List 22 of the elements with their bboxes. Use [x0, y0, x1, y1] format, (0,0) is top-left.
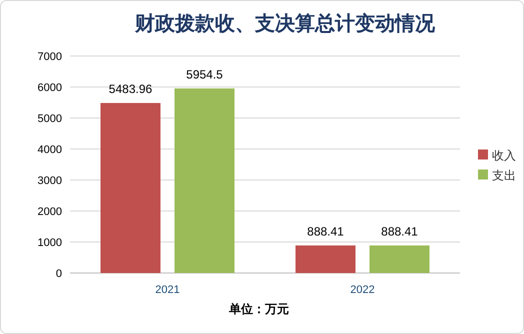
bar: [100, 102, 160, 273]
data-label: 888.41: [381, 224, 418, 238]
y-tick-label: 2000: [38, 206, 62, 218]
y-tick-label: 3000: [38, 175, 62, 187]
y-tick-label: 5000: [38, 113, 62, 125]
data-label: 888.41: [307, 224, 344, 238]
bar: [174, 88, 234, 273]
bar: [296, 245, 356, 273]
bar: [370, 245, 430, 273]
x-tick-label: 2022: [350, 284, 375, 296]
y-tick-label: 7000: [38, 51, 62, 63]
x-tick-label: 2021: [155, 284, 180, 296]
y-tick-label: 6000: [38, 82, 62, 94]
x-axis-title: 单位：万元: [228, 302, 289, 316]
chart-title: 财政拨款收、支决算总计变动情况: [134, 12, 436, 35]
y-tick-label: 1000: [38, 237, 62, 249]
legend-label: 收入: [492, 148, 516, 162]
y-tick-label: 4000: [38, 144, 62, 156]
legend-label: 支出: [492, 168, 516, 182]
data-label: 5954.5: [186, 67, 224, 82]
y-tick-label: 0: [56, 268, 62, 280]
data-label: 5483.96: [108, 82, 153, 96]
